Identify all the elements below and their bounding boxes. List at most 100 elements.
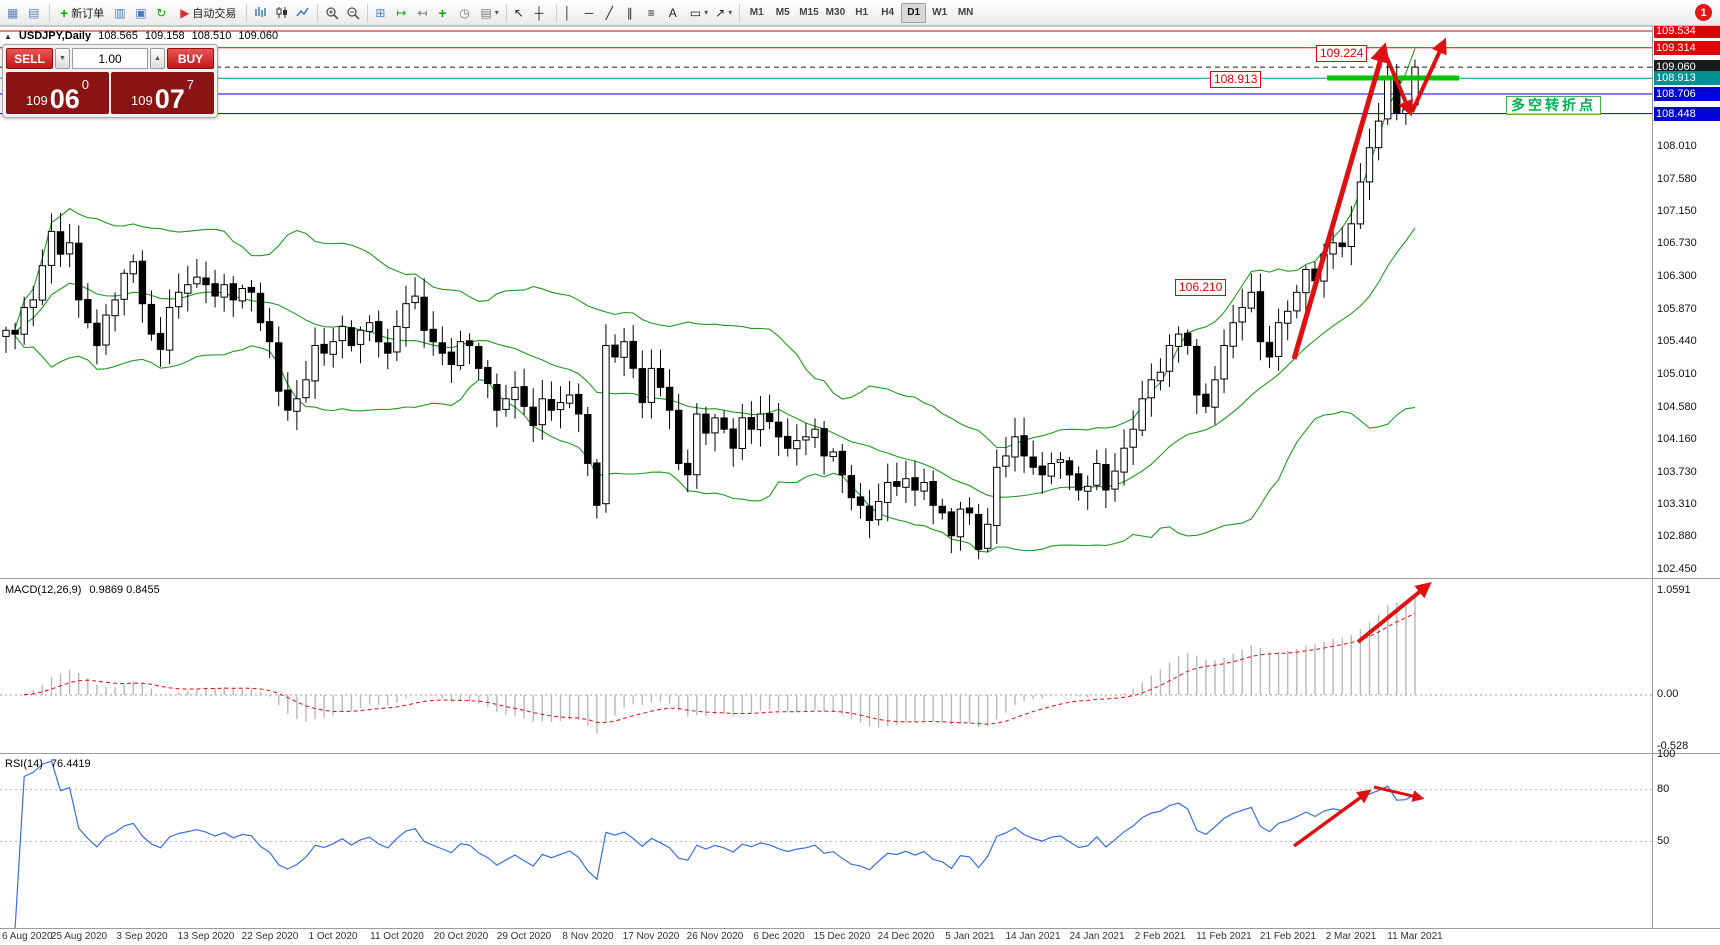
zoom-in-button[interactable]	[322, 3, 342, 23]
sell-price-big: 06	[49, 84, 80, 115]
timeframe-h1[interactable]: H1	[849, 3, 874, 23]
candlestick-mode-button[interactable]	[272, 3, 292, 23]
timeframe-m1[interactable]: M1	[744, 3, 769, 23]
sell-price-display[interactable]: 109 06 0	[6, 72, 109, 114]
bar-chart-mode-button[interactable]	[251, 3, 271, 23]
toolbar-separator	[317, 3, 319, 22]
trend-arrows-rsi[interactable]	[1292, 785, 1425, 848]
macd-name: MACD(12,26,9)	[5, 584, 82, 596]
trendline-tool-icon: ╱	[605, 5, 614, 20]
zoom-out-button[interactable]	[343, 3, 363, 23]
refresh-icon[interactable]: ↻	[153, 3, 173, 23]
sell-price-prefix: 109	[26, 93, 48, 108]
rsi-indicator	[0, 760, 1652, 928]
candlestick-mode-icon	[275, 6, 289, 19]
quote-close: 109.060	[238, 30, 279, 42]
timeframe-m30[interactable]: M30	[823, 3, 848, 23]
window-layout-icon[interactable]: ▤	[25, 3, 45, 23]
buy-price-prefix: 109	[131, 93, 153, 108]
notification-badge[interactable]: 1	[1695, 4, 1712, 21]
fibonacci-tool-icon: ≡	[647, 5, 655, 20]
chart-window-icon[interactable]: ▦	[4, 3, 24, 23]
chart-list-icon[interactable]: ▥	[111, 3, 131, 23]
arrows-tool[interactable]: ↗ ▾	[712, 3, 735, 23]
lot-increase-button[interactable]: ▲	[150, 48, 165, 69]
trendline-tool[interactable]: ╱	[603, 3, 623, 23]
timeframe-w1[interactable]: W1	[927, 3, 952, 23]
buy-price-big: 07	[154, 84, 185, 115]
trend-arrow-macd[interactable]	[1356, 581, 1432, 644]
timeframe-h4[interactable]: H4	[875, 3, 900, 23]
oct-toggle-icon[interactable]: ▲	[4, 31, 12, 41]
channel-tool[interactable]: ∥	[624, 3, 644, 23]
chevron-down-icon: ▾	[728, 8, 733, 17]
line-chart-mode-button[interactable]	[293, 3, 313, 23]
grid-toggle-icon-icon: ⊞	[375, 5, 386, 20]
vertical-line-tool-icon: │	[563, 5, 572, 20]
text-tool[interactable]: A	[666, 3, 686, 23]
macd-values: 0.9869 0.8455	[89, 584, 160, 596]
period-clock-icon[interactable]: ◷	[456, 3, 476, 23]
market-depth-icon[interactable]: ▣	[132, 3, 152, 23]
shapes-tool-icon: ▭	[689, 5, 702, 20]
quote-open: 108.565	[98, 30, 138, 42]
indicators-button[interactable]: +	[435, 3, 455, 23]
trend-arrows-main[interactable]	[1291, 37, 1447, 360]
timeframe-m5[interactable]: M5	[770, 3, 795, 23]
rsi-value: 76.4419	[50, 758, 91, 770]
toolbar-separator	[246, 3, 248, 22]
fibonacci-tool[interactable]: ≡	[645, 3, 665, 23]
timeframe-d1[interactable]: D1	[901, 2, 927, 23]
auto-scroll-icon[interactable]: ↦	[393, 3, 413, 23]
main-toolbar: ▦ ▤ + 新订单 ▥ ▣ ↻ ▶ 自动交易 ⊞ ↦ ↤ + ◷ ▤ ▾ ↖ ┼ │ ─ ╱ ∥ ≡ A ▭ ▾ ↗ ▾ M1 M5 M15…	[0, 0, 1720, 26]
toolbar-separator	[367, 3, 369, 22]
vertical-line-tool[interactable]: │	[561, 3, 581, 23]
panel-separators	[0, 26, 1720, 930]
candlesticks	[2, 54, 1419, 560]
rsi-indicator-label: RSI(14) 76.4419	[5, 758, 91, 770]
toolbar-separator	[555, 3, 557, 22]
quote-high: 109.158	[144, 30, 185, 42]
chart-list-icon-icon: ▥	[114, 5, 126, 20]
timeframe-m15[interactable]: M15	[796, 3, 821, 23]
channel-tool-icon: ∥	[626, 5, 633, 20]
macd-indicator-label: MACD(12,26,9) 0.9869 0.8455	[5, 584, 160, 596]
auto-trading-button[interactable]: ▶ 自动交易	[174, 3, 242, 23]
new-order-button-label: 新订单	[71, 7, 105, 20]
sell-price-sup: 0	[81, 77, 89, 92]
auto-trading-button-label: 自动交易	[192, 7, 237, 20]
crosshair-tool-button[interactable]: ┼	[532, 3, 552, 23]
horizontal-line-tool-icon: ─	[584, 5, 594, 20]
cursor-tool-button[interactable]: ↖	[511, 3, 531, 23]
window-layout-icon-icon: ▤	[28, 5, 40, 20]
crosshair-tool-icon: ┼	[534, 5, 544, 20]
refresh-icon-icon: ↻	[156, 5, 167, 20]
horizontal-line-tool[interactable]: ─	[582, 3, 602, 23]
buy-price-display[interactable]: 109 07 7	[111, 72, 214, 114]
grid-toggle-icon[interactable]: ⊞	[372, 3, 392, 23]
cursor-tool-icon: ↖	[513, 5, 524, 20]
quote-strip: ▲ USDJPY,Daily 108.565 109.158 108.510 1…	[4, 30, 278, 42]
templates-button[interactable]: ▤ ▾	[477, 3, 501, 23]
chevron-down-icon: ▾	[494, 8, 499, 17]
zoom-out-icon	[346, 6, 360, 20]
timeframe-mn[interactable]: MN	[953, 3, 978, 23]
lot-size-input[interactable]	[72, 48, 148, 69]
chart-window-icon-icon: ▦	[7, 5, 19, 20]
line-chart-mode-icon	[296, 6, 310, 19]
buy-button[interactable]: BUY	[167, 48, 214, 69]
shapes-tool[interactable]: ▭ ▾	[687, 3, 711, 23]
chart-shift-icon[interactable]: ↤	[414, 3, 434, 23]
sell-button[interactable]: SELL	[6, 48, 53, 69]
lot-decrease-button[interactable]: ▼	[55, 48, 70, 69]
templates-icon: ▤	[480, 5, 492, 20]
bollinger-bands	[14, 48, 1416, 553]
arrows-tool-icon: ↗	[715, 5, 726, 20]
symbol-period-label: USDJPY,Daily	[18, 30, 92, 42]
new-order-button[interactable]: + 新订单	[54, 3, 110, 23]
text-tool-icon: A	[668, 5, 677, 20]
toolbar-separator	[505, 3, 507, 22]
chart-shift-icon-icon: ↤	[417, 5, 428, 20]
